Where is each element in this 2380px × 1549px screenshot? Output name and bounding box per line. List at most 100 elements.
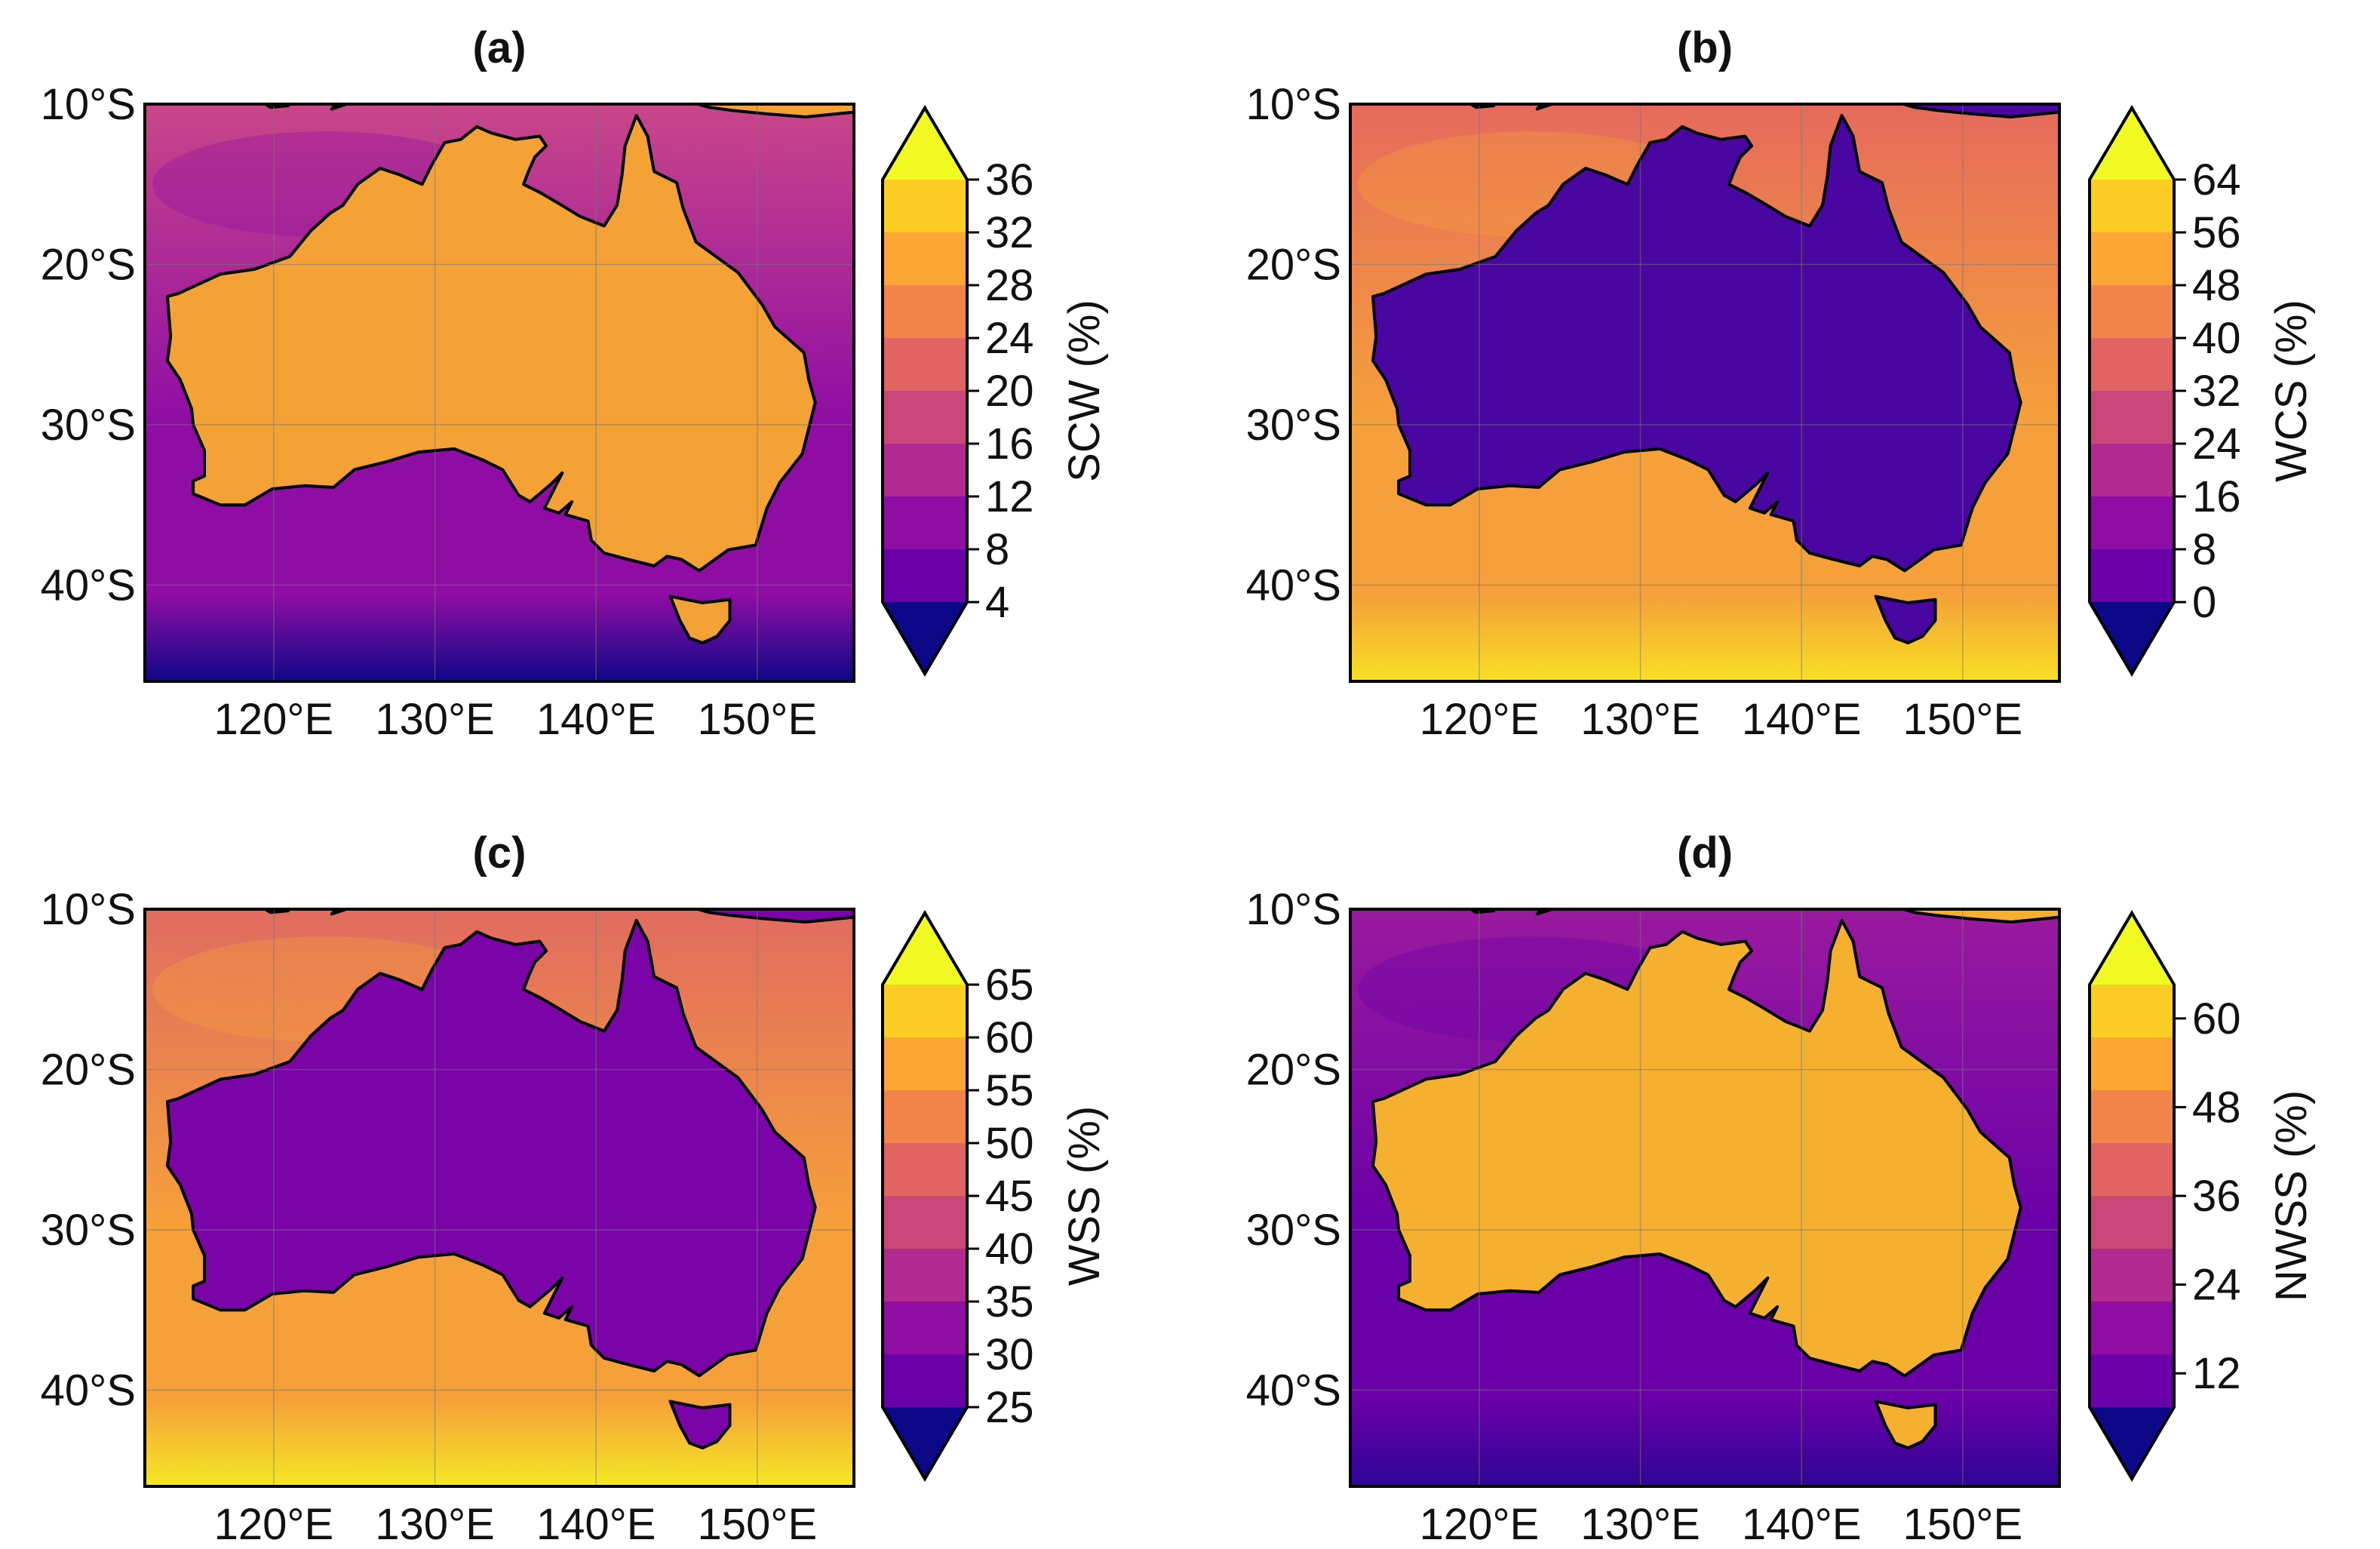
australia-landmass	[165, 918, 817, 1378]
colorbar-segment	[883, 180, 967, 233]
colorbar-extend-max	[2090, 108, 2174, 180]
australia-landmass	[1371, 113, 2022, 573]
colorbar-label: WSS (%)	[1060, 1106, 1109, 1286]
lon-tick-label: 140°E	[1742, 695, 1862, 744]
panel-b: (b) 10°S 20°S 30°S 40°S 120°E 130°E 140°E 150°E 6…	[1246, 23, 2316, 744]
colorbar-segment	[2090, 1037, 2174, 1091]
colorbar-segment	[2090, 1302, 2174, 1355]
lon-tick-label: 130°E	[375, 1500, 495, 1549]
tasmania-landmass	[1874, 1400, 1937, 1449]
lat-tick-label: 40°S	[41, 561, 136, 610]
lat-tick-label: 30°S	[1246, 401, 1341, 450]
lon-tick-label: 120°E	[1420, 695, 1540, 744]
map-area	[145, 104, 854, 681]
panel-d: (d) 10°S 20°S 30°S 40°S 120°E 130°E 140°E 150°E 6…	[1246, 828, 2316, 1549]
panel-c: (c) 10°S 20°S 30°S 40°S 120°E 130°E 140°E 150°E 6…	[41, 828, 1109, 1549]
new-guinea-landmass	[693, 104, 854, 118]
colorbar-segment	[2090, 180, 2174, 233]
colorbar-segment	[2090, 285, 2174, 339]
map-frame	[143, 103, 855, 683]
lon-tick-label: 140°E	[536, 1500, 656, 1549]
colorbar-tick-label: 24	[985, 314, 1034, 363]
lat-tick-label: 40°S	[41, 1366, 136, 1415]
lon-tick-label: 120°E	[1420, 1500, 1540, 1549]
map-area	[145, 909, 854, 1486]
colorbar-segment	[2090, 985, 2174, 1038]
map-frame	[1349, 908, 2061, 1488]
colorbar-segment	[2090, 232, 2174, 286]
colorbar-label: WCS (%)	[2267, 300, 2316, 482]
colorbar-tick-label: 24	[2192, 1261, 2241, 1310]
lon-tick-label: 150°E	[697, 1500, 817, 1549]
colorbar-segment	[883, 1090, 967, 1144]
colorbar-tick-label: 25	[985, 1383, 1034, 1432]
colorbar-segment	[883, 1354, 967, 1408]
colorbar-segment	[883, 391, 967, 444]
colorbar-tick-label: 28	[985, 261, 1034, 310]
lat-tick-label: 10°S	[41, 80, 136, 129]
panel-title: (c)	[473, 828, 527, 877]
colorbar-tick-label: 12	[2192, 1349, 2241, 1398]
panel-title: (b)	[1677, 23, 1733, 72]
lat-tick-label: 10°S	[1246, 80, 1341, 129]
panel-title: (a)	[473, 23, 527, 72]
colorbar-tick-label: 50	[985, 1119, 1034, 1168]
lat-tick-label: 40°S	[1246, 1366, 1341, 1415]
colorbar-tick-label: 36	[2192, 1172, 2241, 1221]
colorbar-tick-label: 36	[985, 155, 1034, 204]
colorbar-segment	[883, 1143, 967, 1197]
colorbar-tick-label: 64	[2192, 155, 2241, 204]
colorbar-segment	[883, 496, 967, 550]
colorbar-segment	[883, 232, 967, 286]
colorbar-tick-label: 48	[2192, 261, 2241, 310]
lon-tick-label: 130°E	[1580, 695, 1700, 744]
colorbar-segment	[2090, 1196, 2174, 1249]
colorbar-tick-label: 8	[985, 525, 1009, 574]
lon-tick-label: 120°E	[214, 1500, 334, 1549]
lat-tick-label: 30°S	[1246, 1206, 1341, 1255]
lat-tick-label: 20°S	[1246, 1046, 1341, 1095]
colorbar-segment	[2090, 444, 2174, 497]
colorbar-label: SCW (%)	[1060, 300, 1109, 482]
colorbar-tick-label: 20	[985, 367, 1034, 416]
lon-tick-label: 130°E	[375, 695, 495, 744]
lon-tick-label: 150°E	[697, 695, 817, 744]
panel-title: (d)	[1677, 828, 1733, 877]
lon-tick-label: 140°E	[536, 695, 656, 744]
colorbar-extend-min	[2090, 1407, 2174, 1479]
map-frame	[1349, 103, 2061, 683]
colorbar-tick-label: 45	[985, 1172, 1034, 1221]
colorbar-segment	[883, 444, 967, 497]
lat-tick-label: 30°S	[41, 1206, 136, 1255]
colorbar-extend-min	[2090, 602, 2174, 674]
map-frame	[143, 908, 855, 1488]
colorbar-segment	[883, 549, 967, 603]
lat-tick-label: 10°S	[1246, 885, 1341, 934]
colorbar-segment	[2090, 1090, 2174, 1144]
colorbar-segment	[2090, 1143, 2174, 1197]
colorbar-tick-label: 24	[2192, 420, 2241, 469]
lon-tick-label: 130°E	[1580, 1500, 1700, 1549]
new-guinea-landmass	[1898, 104, 2059, 118]
colorbar-segment	[883, 1302, 967, 1355]
tasmania-landmass	[668, 595, 732, 644]
lat-tick-label: 20°S	[1246, 241, 1341, 290]
map-area	[1350, 104, 2059, 681]
colorbar-tick-label: 12	[985, 472, 1034, 521]
lon-tick-label: 140°E	[1742, 1500, 1862, 1549]
colorbar-tick-label: 65	[985, 960, 1034, 1010]
tasmania-landmass	[1874, 595, 1937, 644]
colorbar-label: NWSS (%)	[2267, 1090, 2316, 1302]
colorbar-segment	[883, 985, 967, 1038]
colorbar-tick-label: 30	[985, 1330, 1034, 1379]
australia-landmass	[165, 113, 817, 573]
colorbar-tick-label: 8	[2192, 525, 2216, 574]
australia-landmass	[1371, 918, 2022, 1378]
tasmania-landmass	[668, 1400, 732, 1449]
colorbar-segment	[2090, 338, 2174, 392]
colorbar-tick-label: 40	[985, 1225, 1034, 1274]
colorbar-segment	[883, 1037, 967, 1091]
